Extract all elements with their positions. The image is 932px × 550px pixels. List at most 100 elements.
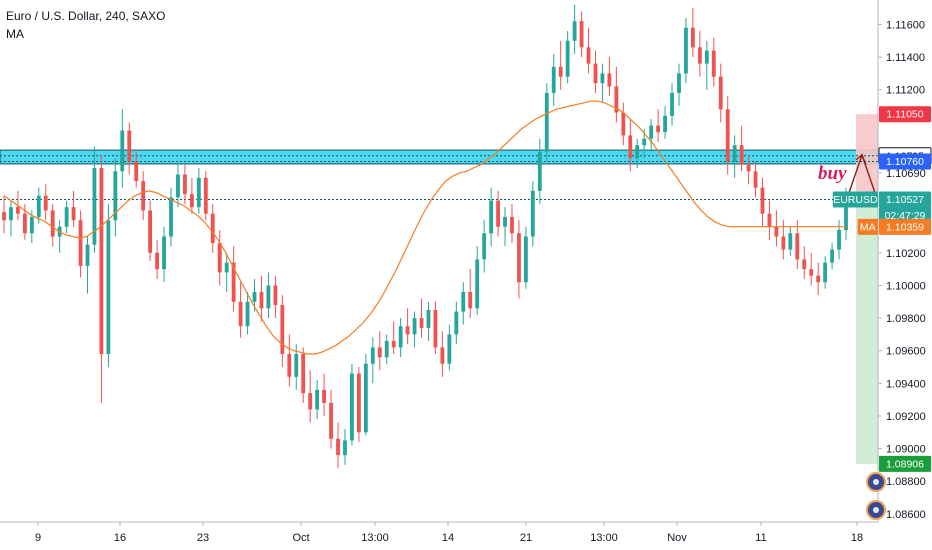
candle-body [837,230,841,250]
candle-body [544,92,549,152]
candle-body [468,291,473,309]
candle-body [183,174,187,195]
candle-body [162,236,166,270]
x-tick-label: 14 [442,532,454,544]
candle-body [231,262,236,302]
candles [2,4,848,469]
candle-body [127,130,132,162]
candle-body [2,212,6,221]
symbol-title: Euro / U.S. Dollar, 240, SAXO [6,9,166,23]
price-tag [879,455,931,472]
candle-body [635,145,640,159]
price-tag [857,218,878,235]
candle-body [433,309,438,348]
resistance-zone [0,149,879,165]
y-tick-label: 1.10690 [886,168,926,180]
candle-body [113,171,118,221]
y-tick-label: 1.09600 [886,346,926,358]
candle-body [663,115,667,133]
candle-body [565,40,570,77]
candle-body [732,145,737,162]
candle-body [697,47,702,64]
globe-icon[interactable] [866,500,886,520]
candle-body [809,269,814,276]
candle-body [718,76,723,110]
candle-body [419,318,424,328]
candle-body [614,86,619,113]
candle-body [210,213,215,244]
price-tag [832,191,878,208]
y-tick-label: 1.11200 [886,85,925,97]
x-tick-label: 13:00 [590,532,618,544]
candle-body [329,402,333,439]
x-tick-label: 16 [114,532,126,544]
price-tag [879,218,931,235]
y-tick-label: 1.10200 [886,248,926,260]
price-tag-label: EURUSD [833,194,878,206]
target-zone [856,114,878,200]
candle-body [398,326,403,348]
candle-body [16,207,20,214]
x-tick-label: 23 [197,532,209,544]
candle-body [350,373,354,441]
candle-body [134,161,139,182]
price-tag-label: MA [860,221,876,233]
candle-body [656,125,661,133]
candle-body [517,233,521,283]
candle-body [454,311,459,335]
candle-body [426,309,431,328]
candle-body [22,213,27,234]
buy-arrow-head [855,153,867,166]
indicator-label[interactable]: MA [6,27,24,41]
candle-body [141,181,146,211]
candle-body [711,50,716,77]
candle-body [621,112,626,136]
candle-body [189,194,194,208]
candle-body [816,275,821,283]
stop-zone [856,199,878,464]
candle-body [788,233,793,250]
candle-body [412,318,417,335]
candle-body [36,195,41,217]
time-axis: 9 16 23 Oct 13:00 14 21 13:00 Nov 11 18 [0,521,878,544]
candle-body [252,291,257,302]
candle-body [155,252,160,270]
candle-body [405,326,410,335]
y-tick-label: 1.10000 [886,280,926,292]
candle-body [475,259,480,309]
price-tag-label: 1.11050 [886,109,923,121]
x-tick-label: 13:00 [361,532,389,544]
candle-body [391,340,396,348]
price-tag-label: 02:47:29 [885,210,926,222]
y-tick-label: 1.09800 [886,313,926,325]
globe-icon[interactable] [866,472,886,492]
candle-body [29,216,34,234]
candle-body [266,285,271,309]
candle-body [607,73,612,87]
candle-body [99,168,104,354]
candle-body [315,389,320,410]
y-tick-label: 1.08800 [886,476,926,488]
y-tick-label: 1.11600 [886,19,925,31]
candle-body [9,207,13,221]
candle-body [642,138,647,146]
candle-body [600,73,605,84]
candle-body [781,236,786,250]
candle-body [558,66,563,77]
candle-body [245,301,250,327]
candle-body [377,347,382,358]
price-tag-label: 1.10527 [886,194,924,206]
price-tags: 1.110501.107951.10760EURUSD1.1052702:47:… [832,106,932,472]
candle-body [224,262,229,273]
candle-body [537,151,542,191]
candle-body [489,200,494,234]
y-tick-label: 1.09000 [886,444,926,456]
buy-annotation[interactable]: buy [818,163,847,184]
candle-body [572,21,577,41]
zone-band [0,149,879,165]
candle-body [308,393,313,410]
x-tick-label: 18 [851,532,863,544]
candle-body [725,109,730,162]
candle-body [593,63,598,84]
